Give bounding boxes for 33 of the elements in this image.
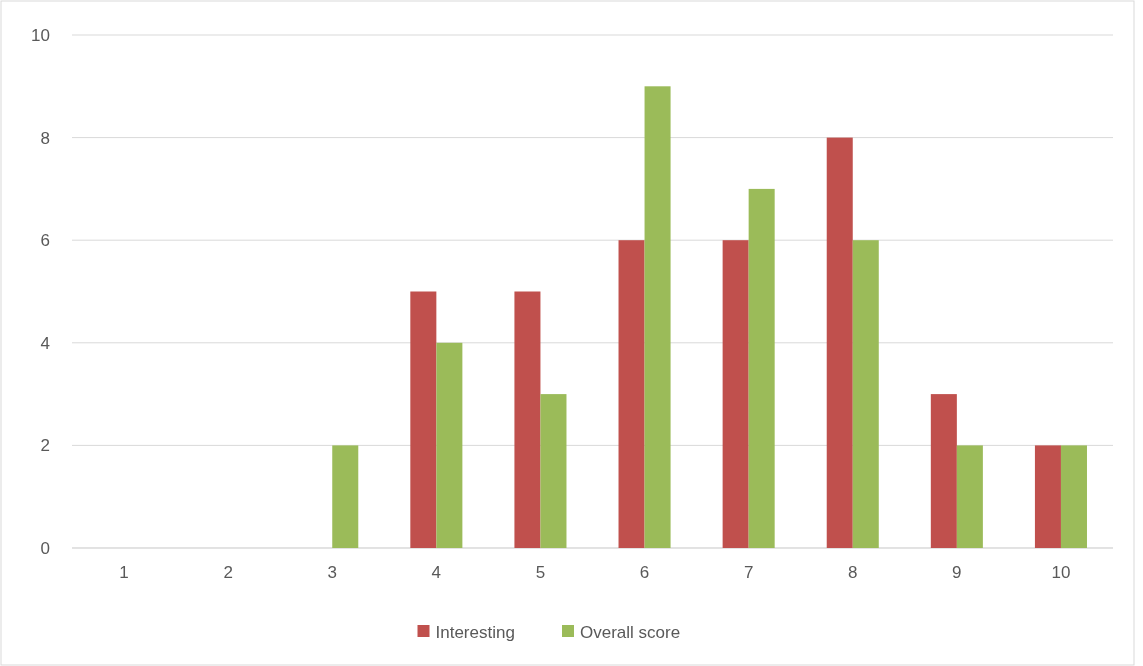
y-tick-label: 10 — [31, 25, 50, 45]
bar — [930, 394, 957, 548]
x-tick-label: 7 — [743, 563, 754, 582]
y-tick-label: 6 — [40, 231, 50, 251]
bar — [644, 86, 671, 548]
y-tick-label: 4 — [40, 333, 50, 353]
legend-label: Overall score — [580, 622, 681, 642]
x-tick-label: 5 — [535, 563, 546, 582]
bar — [410, 291, 437, 548]
x-tick-label: 9 — [952, 563, 962, 582]
x-tick-label: 8 — [848, 563, 858, 582]
x-tick-label: 1 — [119, 563, 129, 582]
x-tick-label: 2 — [223, 563, 233, 582]
x-tick-label: 4 — [431, 563, 442, 582]
bar — [956, 445, 983, 548]
bar — [618, 240, 645, 548]
legend-label: Interesting — [435, 622, 515, 642]
bar — [332, 445, 359, 548]
y-tick-label: 8 — [40, 128, 50, 148]
bar — [826, 137, 853, 548]
bar — [540, 394, 567, 548]
x-tick-label: 10 — [1051, 563, 1071, 582]
bar — [852, 240, 879, 548]
y-tick-label: 2 — [40, 436, 50, 456]
x-tick-label: 3 — [327, 563, 337, 582]
bar — [436, 342, 463, 548]
bar — [1034, 445, 1061, 548]
bar — [514, 291, 541, 548]
bar — [1060, 445, 1087, 548]
x-tick-label: 6 — [639, 563, 650, 582]
bar — [722, 240, 749, 548]
y-tick-label: 0 — [40, 538, 50, 558]
bar — [748, 188, 775, 548]
